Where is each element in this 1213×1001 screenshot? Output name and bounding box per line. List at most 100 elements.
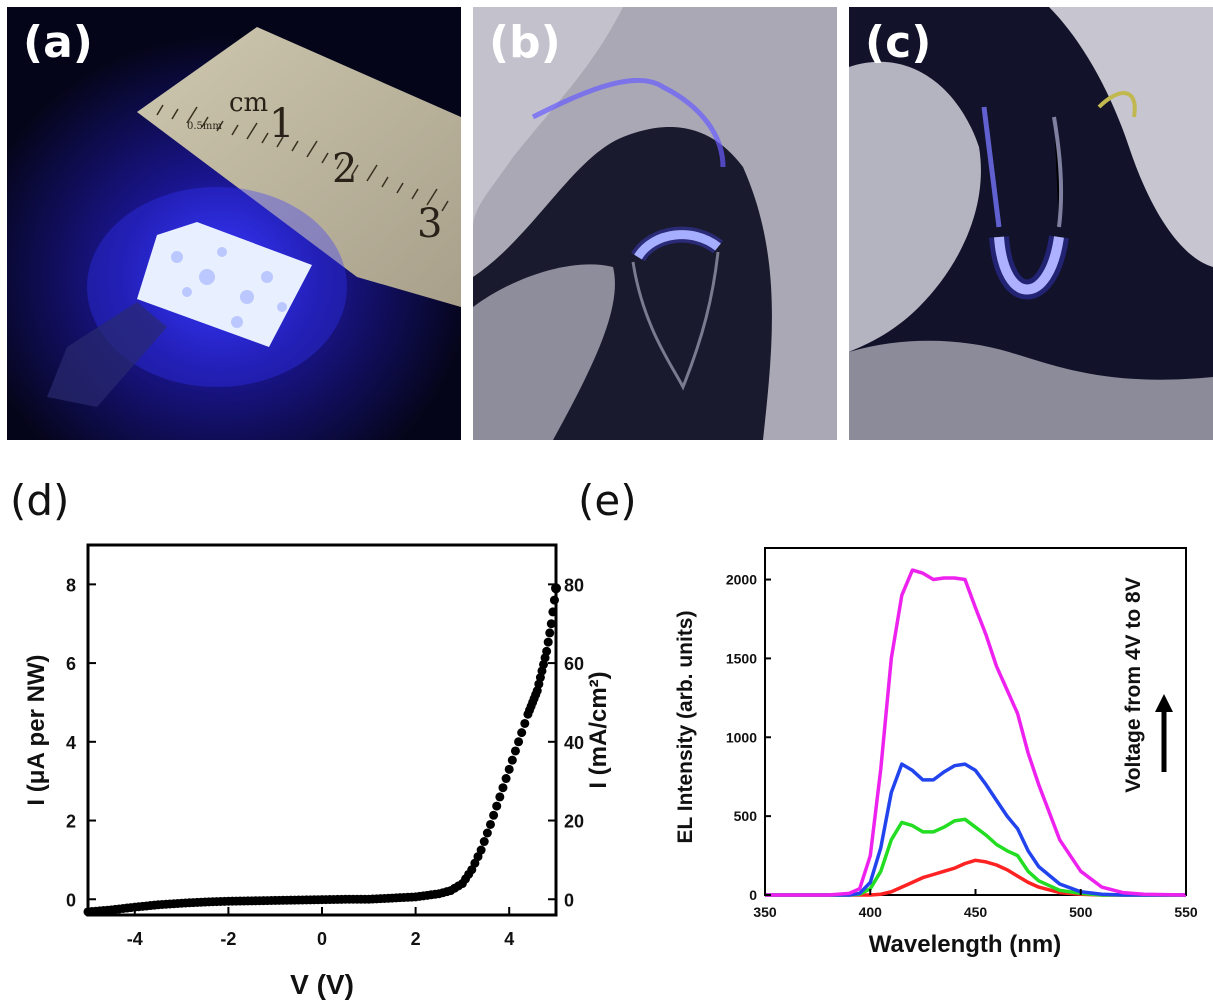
iv-y-tick-label: 6 (66, 654, 76, 674)
el-y-axis-label: EL Intensity (arb. units) (674, 611, 697, 844)
iv-data-point (188, 898, 198, 908)
iv-data-point (364, 894, 374, 904)
iv-data-point (387, 893, 397, 903)
iv-data-point (134, 902, 144, 912)
iv-data-point (442, 887, 452, 897)
iv-data-point (149, 900, 159, 910)
iv-data-point (426, 890, 436, 900)
arrow-up-icon (1155, 694, 1173, 772)
iv-data-point (204, 897, 214, 907)
iv-data-point (99, 906, 109, 916)
folded-device-photo (849, 7, 1213, 440)
iv-data-point (165, 899, 175, 909)
iv-data-point (181, 898, 190, 908)
iv-data-point (227, 896, 237, 906)
panel-label-e: (e) (578, 476, 637, 525)
iv-data-point (208, 897, 218, 907)
iv-y-right-tick-label: 80 (564, 575, 584, 595)
ruler-mark-1: 1 (269, 101, 294, 147)
iv-data-point (422, 890, 432, 900)
iv-data-point (274, 895, 284, 905)
panel-label-a: (a) (23, 17, 93, 68)
wire (1097, 91, 1137, 118)
iv-data-point (333, 894, 343, 904)
iv-data-point (548, 607, 558, 617)
iv-data-point (153, 900, 163, 910)
iv-data-point (340, 894, 350, 904)
el-x-tick-label: 400 (859, 904, 883, 920)
iv-data-point (535, 673, 545, 683)
el-y-tick-label: 2000 (726, 572, 757, 588)
iv-data-point (329, 894, 339, 904)
iv-data-point (529, 694, 539, 704)
iv-data-point (266, 896, 276, 906)
iv-y-right-tick-label: 0 (564, 890, 574, 910)
iv-data-point (498, 783, 508, 793)
iv-data-point (470, 858, 480, 868)
iv-data-point (196, 897, 206, 907)
iv-data-point (360, 894, 370, 904)
iv-data-point (290, 895, 300, 905)
curved-led (634, 230, 721, 260)
iv-y-axis-label: I (μA per NW) (23, 654, 50, 805)
iv-data-point (325, 895, 335, 905)
iv-data-point (173, 898, 183, 908)
iv-data-point (313, 895, 323, 905)
iv-data-point (540, 653, 550, 663)
iv-data-point (200, 897, 210, 907)
iv-y-tick-label: 2 (66, 812, 76, 832)
iv-data-point (504, 764, 514, 774)
iv-data-point (482, 828, 492, 838)
iv-data-point (473, 852, 483, 862)
ruler-mark-3: 3 (417, 201, 442, 247)
iv-data-point (231, 896, 241, 906)
iv-data-point (514, 737, 524, 747)
iv-x-tick-label: 4 (504, 929, 514, 949)
iv-data-point (411, 892, 421, 902)
iv-data-point (546, 619, 556, 629)
iv-data-point (282, 895, 292, 905)
iv-data-point (379, 893, 389, 903)
iv-data-point (259, 896, 268, 906)
voltage-annotation: Voltage from 4V to 8V (1122, 577, 1145, 793)
iv-data-point (372, 894, 382, 904)
iv-data-point (528, 697, 538, 707)
iv-data-point (395, 893, 405, 903)
iv-data-point (247, 896, 257, 906)
iv-data-point (301, 895, 311, 905)
iv-data-point (321, 895, 331, 905)
el-x-tick-label: 450 (964, 904, 988, 920)
iv-data-point (298, 895, 307, 905)
iv-data-point (430, 889, 440, 899)
iv-data-point (524, 705, 534, 715)
iv-data-point (83, 907, 93, 917)
folded-led (994, 236, 1064, 295)
iv-data-point (531, 690, 541, 700)
iv-y-right-tick-label: 20 (564, 812, 584, 832)
iv-data-point (551, 583, 561, 594)
iv-data-point (368, 894, 378, 904)
iv-x-tick-label: -2 (220, 929, 236, 949)
iv-data-point (344, 894, 354, 904)
iv-data-point (545, 628, 555, 638)
iv-data-point (262, 896, 272, 906)
iv-data-point (309, 895, 319, 905)
iv-data-point (520, 718, 530, 728)
iv-data-point (539, 659, 549, 669)
iv-data-point (476, 845, 486, 855)
el-x-axis-label: Wavelength (nm) (869, 931, 1061, 958)
iv-x-tick-label: -4 (127, 929, 143, 949)
el-y-tick-label: 1500 (726, 650, 757, 666)
iv-data-point (122, 903, 132, 913)
iv-data-point (223, 896, 233, 906)
iv-data-point (464, 869, 474, 879)
iv-data-point (532, 686, 542, 696)
iv-data-point (543, 637, 553, 647)
iv-data-point (356, 894, 366, 904)
iv-data-point (467, 865, 477, 875)
photo-c: (c) (849, 7, 1213, 440)
iv-data-point (114, 904, 124, 914)
iv-x-tick-label: 0 (317, 929, 327, 949)
iv-data-point (434, 889, 444, 899)
iv-data-point (145, 901, 155, 911)
